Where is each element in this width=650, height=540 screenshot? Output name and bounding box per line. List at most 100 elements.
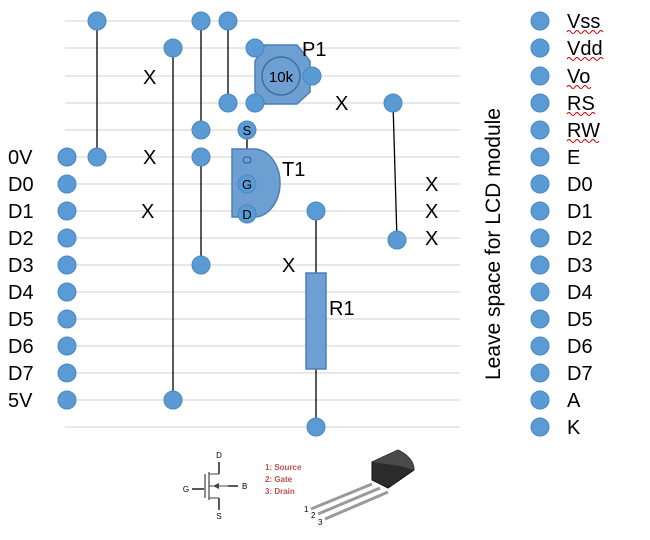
left-pin — [57, 201, 77, 221]
potentiometer-pin — [302, 66, 322, 86]
link-pad — [191, 255, 211, 275]
symbol-label-g: G — [183, 485, 189, 494]
lcd-pin — [530, 390, 550, 410]
left-pin-label: D3 — [8, 255, 34, 277]
lcd-connector: Vss Vdd Vo RS RW E D0 D1 D2 D3 D4 D5 D6 … — [530, 11, 604, 439]
transistor-pin-label-s: S — [243, 123, 252, 138]
lcd-pin-label: E — [567, 147, 580, 169]
lcd-pin-label: D2 — [567, 228, 593, 250]
package-leg-number: 2 — [311, 511, 316, 520]
lcd-pin — [530, 66, 550, 86]
lcd-pin — [530, 363, 550, 383]
lcd-pin — [530, 282, 550, 302]
left-pin-label: D6 — [8, 336, 34, 358]
symbol-arrow — [213, 483, 219, 489]
link-pad — [306, 201, 326, 221]
left-connector: 0V D0 D1 D2 D3 D4 D5 D6 D7 5V — [8, 147, 77, 412]
track-cuts: X X X X X X X X — [141, 67, 438, 277]
lcd-pin-label: Vdd — [567, 38, 603, 60]
left-pin — [57, 390, 77, 410]
symbol-label-b: B — [242, 482, 247, 491]
left-pin — [57, 309, 77, 329]
lcd-space-note: Leave space for LCD module — [482, 108, 505, 380]
lcd-pin — [530, 11, 550, 31]
lcd-pin-label: K — [567, 417, 581, 439]
spellcheck-squiggle — [566, 112, 596, 116]
package-leg-number: 1 — [304, 505, 309, 514]
lcd-pin — [530, 38, 550, 58]
left-pin — [57, 147, 77, 167]
lcd-pin-label: RW — [567, 120, 600, 142]
potentiometer-p1: 10k P1 — [245, 38, 326, 113]
potentiometer-knob — [261, 56, 301, 96]
legend-line: 2: Gate — [265, 475, 293, 484]
symbol-label-s: S — [216, 512, 221, 521]
link-pad — [87, 147, 107, 167]
wire-pads — [87, 11, 407, 437]
potentiometer-name: P1 — [302, 39, 326, 61]
track-cut-marker: X — [425, 201, 438, 223]
track-cut-marker: X — [143, 147, 156, 169]
transistor-pin-label-g: G — [242, 177, 252, 192]
link-pad — [163, 390, 183, 410]
lcd-pin-label: D4 — [567, 282, 593, 304]
lcd-pin-label: D1 — [567, 201, 593, 223]
spellcheck-squiggle — [566, 85, 592, 89]
left-pin — [57, 363, 77, 383]
wire-links — [96, 21, 398, 427]
transistor-t1: S G D T1 — [231, 120, 305, 224]
spellcheck-squiggle — [566, 30, 604, 34]
track-cut-marker: X — [425, 174, 438, 196]
lcd-pin-label: D0 — [567, 174, 593, 196]
track-cut-marker: X — [282, 255, 295, 277]
left-pin — [57, 174, 77, 194]
link-pad — [163, 38, 183, 58]
lcd-pin-label: D5 — [567, 309, 593, 331]
left-pin — [57, 336, 77, 356]
legend-line: 3: Drain — [265, 487, 295, 496]
package-leg-number: 3 — [318, 518, 323, 527]
left-pin — [57, 255, 77, 275]
transistor-name: T1 — [282, 159, 305, 181]
link-pad — [191, 147, 211, 167]
potentiometer-value: 10k — [269, 69, 294, 86]
lcd-pin — [530, 120, 550, 140]
lcd-pin — [530, 417, 550, 437]
link-pad — [306, 417, 326, 437]
symbol-label-d: D — [216, 451, 222, 460]
lcd-pin-label: Vss — [567, 11, 600, 33]
resistor-r1: R1 — [305, 272, 355, 370]
left-pin-label: D1 — [8, 201, 34, 223]
left-pin-label: D2 — [8, 228, 34, 250]
link-pad — [218, 93, 238, 113]
track-cut-marker: X — [143, 67, 156, 89]
lcd-pin — [530, 228, 550, 248]
link-pad — [191, 11, 211, 31]
lcd-pin-label: D6 — [567, 336, 593, 358]
transistor-pin-label-d: D — [242, 207, 251, 222]
pinout-legend: 1: Source 2: Gate 3: Drain — [265, 463, 302, 496]
link-pad — [191, 120, 211, 140]
lcd-pin-label: Vo — [567, 66, 590, 88]
lcd-pin-label: RS — [567, 93, 595, 115]
track-cut-marker: X — [335, 93, 348, 115]
wire-link — [392, 102, 398, 241]
lcd-pin-label: A — [567, 390, 581, 412]
track-cut-marker: X — [141, 201, 154, 223]
left-pin-label: D7 — [8, 363, 34, 385]
link-pad — [383, 93, 403, 113]
transistor-pin-s — [237, 120, 257, 140]
lcd-pin-label: D7 — [567, 363, 593, 385]
package-leg — [317, 486, 381, 516]
track-cut-marker: X — [425, 228, 438, 250]
left-pin — [57, 282, 77, 302]
link-pad — [87, 11, 107, 31]
lcd-pin — [530, 147, 550, 167]
left-pin — [57, 228, 77, 248]
resistor-name: R1 — [329, 298, 355, 320]
left-pin-label: D5 — [8, 309, 34, 331]
lcd-pin — [530, 336, 550, 356]
package-leg — [324, 490, 389, 521]
potentiometer-pin — [245, 93, 265, 113]
